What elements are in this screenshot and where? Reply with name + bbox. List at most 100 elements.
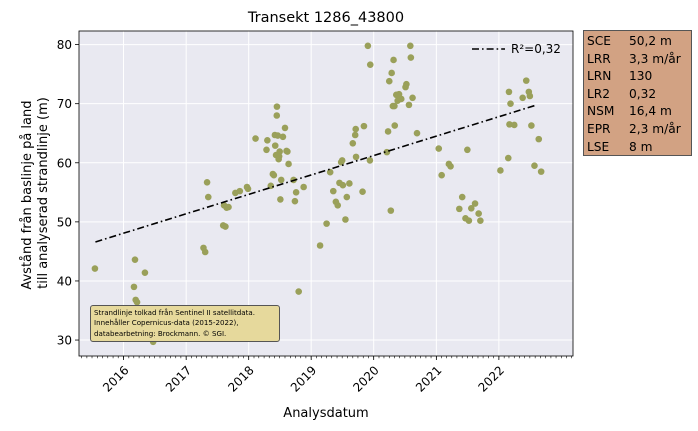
data-point [409, 94, 416, 102]
statistics-box: SCE 50,2 m LRR 3,3 m/år LRN 130 LR2 0,32 NSM 16,4… [583, 30, 692, 156]
stat-row: NSM 16,4 m [587, 103, 691, 121]
data-point [270, 171, 278, 179]
data-point [505, 88, 513, 96]
data-point [456, 205, 463, 213]
data-point [252, 135, 259, 142]
data-point [273, 103, 281, 110]
stat-value: 50,2 m [629, 34, 672, 48]
data-point [263, 146, 270, 154]
x-tick-label: 2018 [225, 363, 256, 394]
data-point [526, 92, 534, 100]
data-point [438, 171, 445, 179]
y-tick-label: 60 [57, 156, 72, 170]
y-tick-label: 40 [57, 274, 72, 288]
plot-frame [78, 30, 574, 357]
y-tick-label: 30 [57, 334, 72, 348]
data-point [390, 56, 397, 64]
x-tick-label: 2017 [163, 363, 194, 394]
data-point [343, 193, 351, 201]
stat-value: 8 m [629, 139, 653, 154]
data-point [435, 145, 443, 152]
data-point [405, 101, 413, 109]
data-point [271, 142, 279, 149]
grid [79, 31, 573, 356]
credit-line-2: Innehåller Copernicus-data (2015-2022), [94, 318, 239, 328]
y-axis-label: Avstånd från baslinje på land till analy… [20, 96, 51, 289]
data-point [349, 139, 357, 147]
data-point [236, 187, 244, 195]
data-point [537, 168, 545, 175]
data-point [497, 167, 504, 174]
credit-line-3: databearbetning: Brockmann. © SGI. [94, 328, 227, 338]
data-point [284, 148, 291, 155]
data-point [133, 298, 141, 306]
data-point [507, 100, 514, 107]
x-tick-label: 2020 [350, 363, 381, 394]
x-tick-label: 2021 [413, 363, 444, 394]
data-point [244, 185, 252, 193]
data-point [397, 95, 405, 103]
x-axis-label: Analysdatum [283, 406, 368, 421]
data-point [387, 207, 395, 214]
data-point [203, 178, 211, 186]
data-point [464, 146, 471, 154]
stat-key: LRN [587, 69, 612, 84]
data-point [407, 54, 415, 61]
stat-row: SCE 50,2 m [587, 33, 691, 51]
plot-area [79, 31, 573, 356]
data-point [467, 204, 475, 212]
stat-value: 0,32 [629, 86, 657, 101]
data-point [285, 160, 292, 168]
data-point [91, 265, 99, 272]
data-point [316, 242, 324, 249]
data-point [475, 210, 482, 217]
x-tick-label: 2022 [475, 363, 506, 394]
stat-key: LR2 [587, 86, 611, 101]
stat-key: NSM [587, 104, 615, 119]
data-point [351, 131, 359, 139]
data-point [281, 124, 289, 132]
data-point [522, 77, 530, 84]
data-point [359, 188, 366, 196]
stat-key: LRR [587, 51, 611, 66]
data-point [201, 248, 209, 256]
data-point [277, 196, 284, 203]
chart-title: Transekt 1286_43800 [247, 10, 404, 26]
data-point [131, 256, 139, 263]
x-tick-label: 2016 [100, 363, 131, 394]
data-point [465, 217, 473, 224]
stat-row: LSE 8 m [587, 139, 691, 157]
data-point [329, 187, 337, 195]
data-point [323, 220, 330, 227]
data-point [277, 176, 285, 184]
data-point [274, 132, 282, 139]
x-tick-label: 2019 [288, 363, 319, 394]
data-point [352, 125, 360, 133]
y-tick-label: 50 [57, 215, 72, 229]
data-point [531, 162, 538, 170]
data-point [276, 148, 283, 155]
y-axis-ticks: 30 40 50 60 70 80 [57, 38, 79, 348]
data-point [391, 122, 399, 129]
data-point [477, 217, 484, 224]
data-point [204, 193, 212, 201]
stat-key: SCE [587, 34, 611, 48]
data-point [352, 153, 360, 161]
stat-value: 2,3 m/år [629, 121, 681, 136]
stat-value: 130 [629, 69, 653, 84]
data-point [279, 133, 287, 141]
data-points [91, 42, 545, 346]
y-axis-label-line-1: Avstånd från baslinje på land [20, 100, 35, 289]
data-point [519, 94, 526, 102]
legend-label: R²=0,32 [511, 42, 561, 56]
data-point [338, 157, 346, 164]
stat-row: LRN 130 [587, 68, 691, 86]
data-point [504, 154, 512, 162]
trend-line [95, 104, 538, 243]
data-point [528, 122, 535, 129]
data-point [388, 69, 395, 77]
data-point [364, 42, 372, 50]
data-point [273, 112, 281, 119]
stat-key: EPR [587, 121, 611, 136]
